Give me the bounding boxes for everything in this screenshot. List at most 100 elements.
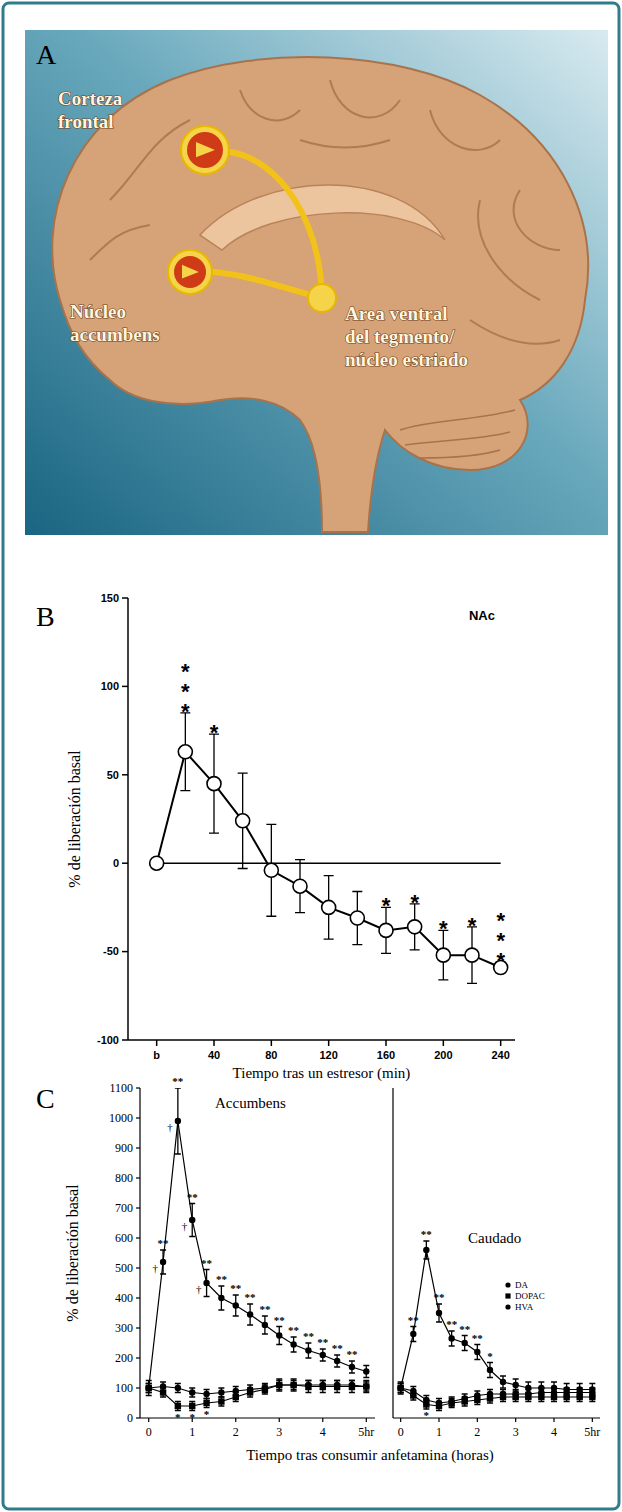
y-tick: [122, 862, 128, 864]
error-bar: [233, 1387, 239, 1396]
x-tick-label: 1: [436, 1425, 442, 1439]
y-tick: [136, 1267, 140, 1268]
marker: [436, 1400, 442, 1406]
significance: **: [274, 1314, 286, 1326]
marker: [363, 1368, 369, 1374]
error-bar: [410, 1327, 416, 1342]
x-tick-label: 160: [377, 1049, 395, 1061]
region: [174, 256, 206, 288]
marker: [363, 1383, 369, 1389]
error-bar: [175, 1402, 181, 1411]
gyrus: [470, 320, 560, 344]
error-bar: [462, 1394, 468, 1403]
baseline: [157, 863, 501, 864]
y-tick-label: 200: [115, 1351, 133, 1365]
y-tick-label: 1100: [109, 1081, 133, 1095]
significance: *: [410, 890, 419, 915]
x-tick-label: 2: [474, 1425, 480, 1439]
marker: [290, 1382, 296, 1388]
error-bar: [262, 1384, 268, 1393]
chart-title: Accumbens: [215, 1095, 286, 1111]
x-tick: [400, 1418, 401, 1422]
marker: [218, 1398, 224, 1404]
error-bar: [276, 1381, 282, 1390]
y-tick: [136, 1147, 140, 1148]
significance: *: [468, 913, 477, 938]
marker: [423, 1397, 429, 1403]
marker: [461, 1340, 467, 1346]
marker: [448, 1335, 454, 1341]
x-tick: [477, 1418, 478, 1422]
significance: **: [303, 1330, 315, 1342]
error-bar: [247, 1304, 253, 1325]
region-label: accumbens: [70, 324, 160, 345]
y-tick-label: 600: [115, 1231, 133, 1245]
x-tick: [500, 1040, 502, 1046]
significance: **: [434, 1291, 446, 1303]
error-bar: [436, 1304, 442, 1322]
marker: [233, 1388, 239, 1394]
y-tick: [136, 1417, 140, 1418]
region-label: frontal: [58, 111, 114, 132]
marker: [397, 1385, 403, 1391]
gyrus: [330, 80, 400, 117]
figure: CortezafrontalNúcleoaccumbensArea ventra…: [0, 0, 622, 1512]
y-tick: [122, 774, 128, 776]
x-tick-label: 5hr: [358, 1425, 374, 1439]
series-line: [401, 1250, 593, 1390]
error-bar: [462, 1336, 468, 1351]
series-line: [157, 752, 501, 968]
plot-area: [150, 713, 508, 984]
error-bar: [291, 1381, 297, 1390]
chart-title: NAc: [469, 608, 495, 623]
panel-letter: C: [36, 1083, 55, 1114]
marker: [410, 1388, 416, 1394]
y-tick-label: -50: [103, 945, 119, 957]
brain: [52, 57, 588, 532]
y-tick: [136, 1357, 140, 1358]
marker: [525, 1391, 531, 1397]
marker: [203, 1280, 209, 1286]
error-bar: [349, 1361, 355, 1373]
neuron: [196, 142, 215, 157]
marker: [474, 1349, 480, 1355]
error-bar: [189, 1388, 195, 1397]
marker: [236, 814, 250, 828]
legend-marker: [505, 1282, 510, 1287]
marker: [160, 1259, 166, 1265]
error-bar: [305, 1343, 311, 1358]
error-bar: [218, 1397, 224, 1406]
y-axis: [127, 598, 129, 1040]
marker: [512, 1391, 518, 1397]
gyrus: [478, 200, 540, 300]
error-bar: [291, 1337, 297, 1352]
legend-label: DA: [515, 1280, 528, 1290]
error-bar: [410, 1387, 416, 1396]
significance: *: [382, 893, 391, 918]
marker: [189, 1389, 195, 1395]
significance: *: [487, 1350, 493, 1362]
marker: [203, 1391, 209, 1397]
x-tick: [385, 1040, 387, 1046]
x-tick: [271, 1040, 273, 1046]
marker: [276, 1382, 282, 1388]
marker: [363, 1383, 369, 1389]
dagger: †: [182, 1220, 188, 1232]
significance: **: [332, 1342, 344, 1354]
error-bar: [320, 1381, 326, 1390]
x-tick-label: 120: [319, 1049, 337, 1061]
marker: [500, 1391, 506, 1397]
x-tick-label: 200: [434, 1049, 452, 1061]
marker: [320, 1352, 326, 1358]
dagger: †: [167, 1121, 173, 1133]
error-bar: [363, 1366, 369, 1378]
marker: [448, 1398, 454, 1404]
neuron: [182, 265, 199, 279]
error-bar: [218, 1286, 224, 1310]
error-bar: [305, 1381, 311, 1393]
chart: 0100200300400500600700800900100011000123…: [36, 1075, 494, 1464]
marker: [175, 1385, 181, 1391]
x-tick-label: 40: [208, 1049, 220, 1061]
panel-a-background: [25, 30, 608, 535]
dagger: †: [153, 1262, 159, 1274]
